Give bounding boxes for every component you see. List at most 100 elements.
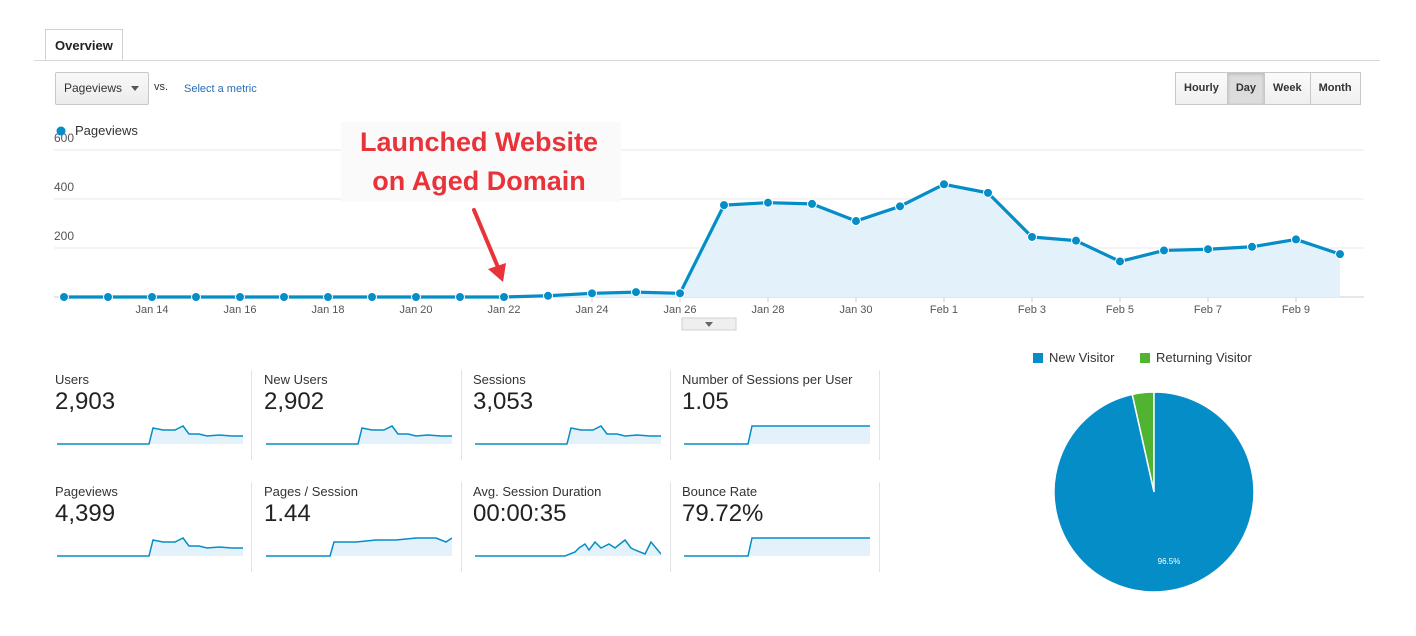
x-tick-label: Feb 5 (1106, 304, 1134, 316)
tab-overview[interactable]: Overview (45, 29, 123, 60)
data-point[interactable] (59, 292, 69, 302)
x-tick-label: Jan 28 (751, 304, 784, 316)
sparkline-area (684, 538, 870, 556)
sparkline (266, 425, 452, 445)
data-point[interactable] (367, 292, 377, 302)
visitor-pie-chart: 96.5% (1053, 391, 1255, 593)
data-point[interactable] (103, 292, 113, 302)
time-granularity-group: Hourly Day Week Month (1175, 72, 1361, 105)
sparkline-line (475, 538, 661, 557)
chart-legend: Pageviews (56, 123, 138, 138)
data-point[interactable] (1291, 234, 1301, 245)
data-point[interactable] (631, 287, 641, 298)
card-divider (461, 482, 462, 572)
data-point[interactable] (807, 198, 817, 209)
series-line-pageviews (64, 182, 1341, 299)
data-point[interactable] (763, 197, 773, 208)
legend-swatch-returning (1140, 352, 1150, 363)
data-point[interactable] (455, 292, 465, 302)
scorecard-pages-session[interactable]: Pages / Session 1.44 (264, 484, 454, 568)
tab-bar: Overview (34, 14, 1380, 61)
chevron-down-icon (131, 86, 139, 91)
scorecard-sessions[interactable]: Sessions 3,053 (473, 372, 663, 456)
x-tick-label: Jan 26 (663, 304, 696, 316)
data-point[interactable] (411, 292, 421, 302)
scorecard-pageviews[interactable]: Pageviews 4,399 (55, 484, 245, 568)
sparkline-area (684, 426, 870, 444)
sparkline-area (57, 538, 243, 556)
sparkline-line (475, 425, 661, 445)
data-point[interactable] (235, 292, 245, 302)
data-point[interactable] (1203, 244, 1213, 255)
sparkline-area (475, 540, 661, 556)
sparkline-line (266, 425, 452, 445)
sparkline-area (475, 426, 661, 444)
data-point[interactable] (895, 201, 905, 212)
data-point[interactable] (675, 288, 685, 299)
data-point[interactable] (499, 292, 509, 302)
scorecard-value: 1.05 (682, 388, 729, 415)
annotation-line-1: Launched Website (360, 127, 598, 157)
pie-legend-new: New Visitor (1033, 350, 1115, 365)
scorecard-label: Bounce Rate (682, 484, 758, 499)
sparkline (684, 537, 870, 557)
data-point[interactable] (191, 292, 201, 302)
scorecard-value: 3,053 (473, 388, 534, 415)
select-metric-link[interactable]: Select a metric (184, 83, 257, 95)
card-divider (461, 370, 462, 460)
y-tick-label: 400 (54, 180, 74, 194)
scorecard-new-users[interactable]: New Users 2,902 (264, 372, 454, 456)
data-point[interactable] (543, 290, 553, 301)
data-point[interactable] (939, 179, 949, 190)
sparkline (475, 425, 661, 445)
metric-dropdown-label: Pageviews (64, 81, 123, 95)
card-divider (670, 370, 671, 460)
data-point[interactable] (1247, 241, 1257, 252)
data-point[interactable] (1027, 231, 1037, 242)
scorecard-avg-session-duration[interactable]: Avg. Session Duration 00:00:35 (473, 484, 663, 568)
x-tick-label: Feb 9 (1282, 304, 1310, 316)
data-point[interactable] (323, 292, 333, 302)
data-point[interactable] (1159, 245, 1169, 256)
month-button[interactable]: Month (1309, 72, 1361, 105)
day-button[interactable]: Day (1226, 72, 1266, 105)
scorecard-value: 2,902 (264, 388, 325, 415)
data-point[interactable] (279, 292, 289, 302)
data-point[interactable] (983, 187, 993, 198)
sparkline-line (57, 425, 243, 445)
data-point[interactable] (851, 216, 861, 227)
hourly-button[interactable]: Hourly (1175, 72, 1228, 105)
x-tick-label: Jan 24 (575, 304, 608, 316)
sparkline-line (57, 537, 243, 557)
legend-label-pageviews: Pageviews (75, 123, 138, 138)
scorecard-label: Avg. Session Duration (473, 484, 602, 499)
x-tick-label: Jan 20 (399, 304, 432, 316)
sparkline (475, 538, 661, 557)
pie-legend-returning: Returning Visitor (1140, 350, 1252, 365)
y-tick-label: 200 (54, 229, 74, 243)
week-button[interactable]: Week (1264, 72, 1311, 105)
data-point[interactable] (147, 292, 157, 302)
data-point[interactable] (587, 288, 597, 299)
sparkline (684, 425, 870, 445)
x-tick-label: Jan 30 (839, 304, 872, 316)
scorecard-label: Pages / Session (264, 484, 358, 499)
scorecard-value: 00:00:35 (473, 500, 567, 527)
data-point[interactable] (1335, 249, 1345, 260)
data-point[interactable] (719, 200, 729, 211)
scorecard-users[interactable]: Users 2,903 (55, 372, 245, 456)
card-divider (879, 370, 880, 460)
annotation-line-2: on Aged Domain (372, 166, 586, 196)
sparkline-area (57, 426, 243, 444)
data-point[interactable] (1071, 235, 1081, 246)
scorecard-label: Sessions (473, 372, 526, 387)
sparkline (266, 537, 452, 557)
scorecard-number-of-sessions-per-user[interactable]: Number of Sessions per User 1.05 (682, 372, 872, 456)
legend-label-new-visitor: New Visitor (1049, 350, 1115, 365)
data-point[interactable] (1115, 256, 1125, 267)
pie-slice-new-visitor[interactable] (1053, 391, 1255, 593)
scorecard-value: 1.44 (264, 500, 311, 527)
legend-swatch-new (1033, 352, 1043, 363)
scorecard-bounce-rate[interactable]: Bounce Rate 79.72% (682, 484, 872, 568)
metric-dropdown[interactable]: Pageviews (55, 72, 149, 105)
